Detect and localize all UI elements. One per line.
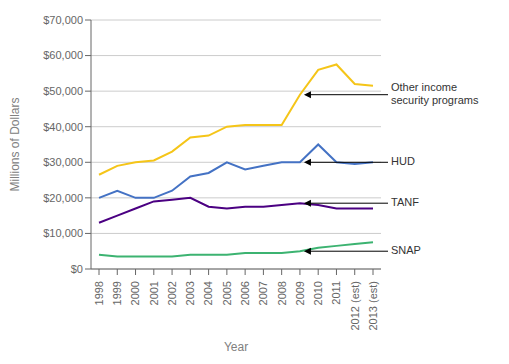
svg-text:2001: 2001 [148, 281, 160, 305]
svg-text:2002: 2002 [166, 281, 178, 305]
svg-text:2012 (est): 2012 (est) [349, 281, 361, 331]
svg-text:2008: 2008 [276, 281, 288, 305]
svg-text:2011: 2011 [330, 281, 342, 305]
svg-text:1999: 1999 [111, 281, 123, 305]
svg-text:2007: 2007 [257, 281, 269, 305]
svg-text:1998: 1998 [93, 281, 105, 305]
svg-text:$30,000: $30,000 [43, 156, 83, 168]
svg-text:2010: 2010 [312, 281, 324, 305]
svg-text:TANF: TANF [391, 196, 419, 208]
svg-text:Other incomesecurity programs: Other incomesecurity programs [391, 81, 479, 106]
svg-text:Millions of Dollars: Millions of Dollars [8, 97, 22, 191]
svg-text:$70,000: $70,000 [43, 14, 83, 26]
svg-text:HUD: HUD [391, 155, 415, 167]
svg-text:2004: 2004 [202, 281, 214, 305]
svg-text:2003: 2003 [184, 281, 196, 305]
svg-text:SNAP: SNAP [391, 244, 421, 256]
svg-text:Year: Year [224, 340, 248, 354]
svg-text:$60,000: $60,000 [43, 49, 83, 61]
svg-text:$0: $0 [71, 263, 83, 275]
svg-text:2000: 2000 [129, 281, 141, 305]
svg-text:2005: 2005 [221, 281, 233, 305]
svg-text:2006: 2006 [239, 281, 251, 305]
svg-text:2013 (est): 2013 (est) [367, 281, 379, 331]
svg-text:2009: 2009 [294, 281, 306, 305]
svg-text:$40,000: $40,000 [43, 121, 83, 133]
svg-text:$50,000: $50,000 [43, 85, 83, 97]
svg-text:$10,000: $10,000 [43, 227, 83, 239]
svg-text:$20,000: $20,000 [43, 192, 83, 204]
